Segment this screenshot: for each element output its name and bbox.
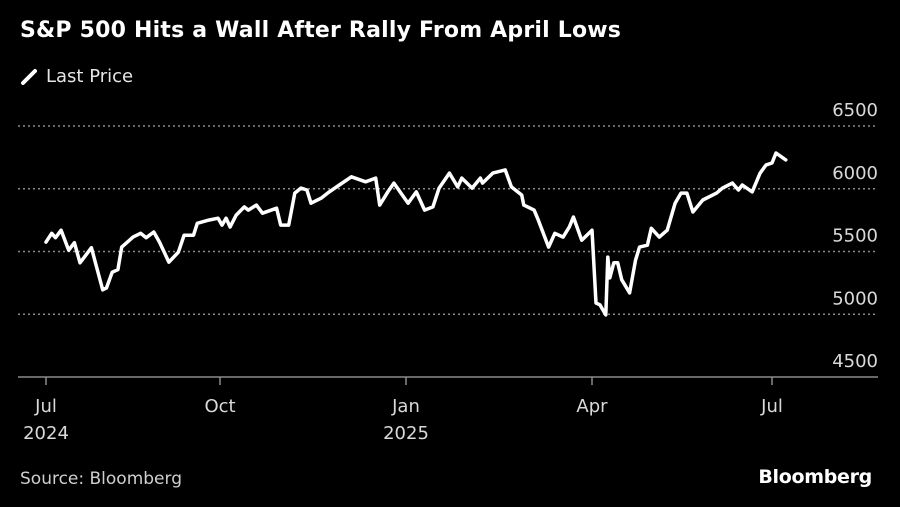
y-tick-label: 6500	[832, 100, 878, 121]
y-tick-label: 4500	[832, 351, 878, 372]
y-tick-label: 5500	[832, 226, 878, 247]
x-tick-label: Jul	[760, 396, 783, 417]
x-tick-label: Apr	[576, 396, 608, 417]
x-tick-year-label: 2024	[23, 423, 69, 444]
source-note: Source: Bloomberg	[20, 469, 182, 489]
y-tick-label: 6000	[832, 163, 878, 184]
x-tick-label: Oct	[204, 396, 235, 417]
line-swatch-icon	[21, 68, 37, 85]
series-line-last-price	[44, 151, 788, 317]
chart-title: S&P 500 Hits a Wall After Rally From Apr…	[20, 18, 622, 43]
bloomberg-logo: Bloomberg	[758, 466, 872, 488]
x-tick-label: Jan	[391, 396, 420, 417]
x-tick-year-label: 2025	[383, 423, 429, 444]
y-tick-label: 5000	[832, 288, 878, 309]
legend-label: Last Price	[46, 66, 134, 87]
x-tick-label: Jul	[34, 396, 57, 417]
legend: Last Price	[20, 66, 133, 87]
